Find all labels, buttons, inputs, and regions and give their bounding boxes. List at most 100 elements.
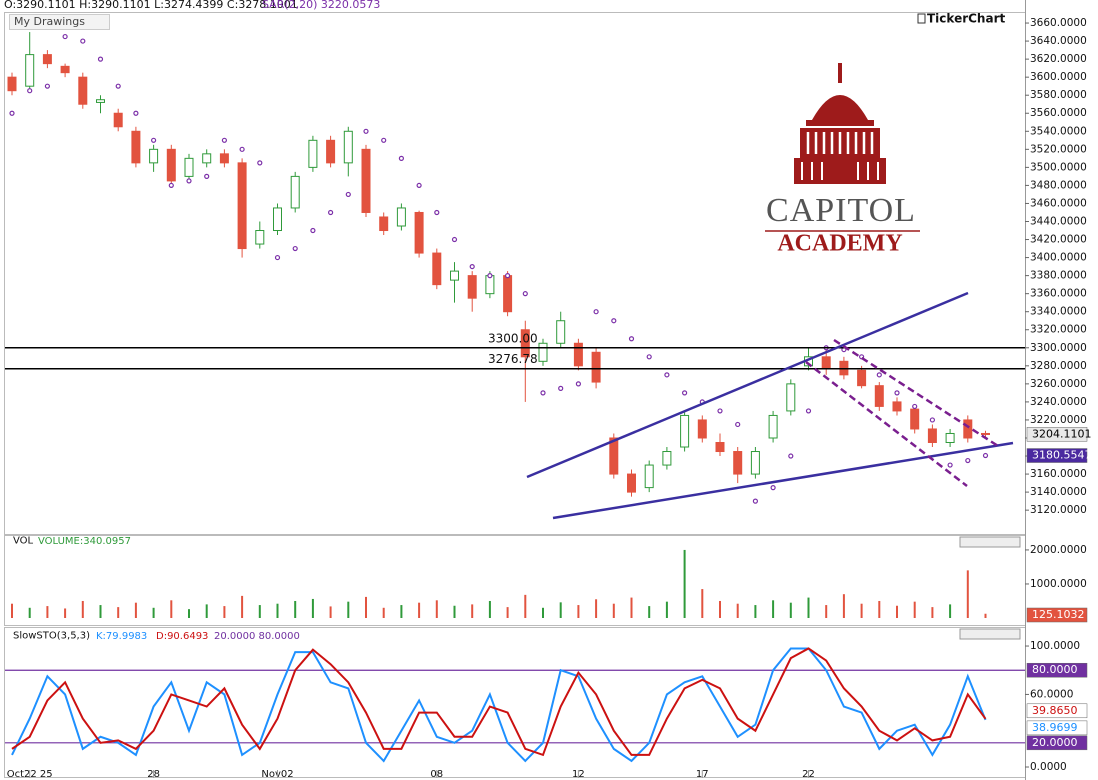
y-tick-label: 3540.0000 (1030, 125, 1087, 137)
value-badge-label: 80.0000 (1032, 663, 1078, 676)
candle-body (768, 414, 778, 439)
volume-bar (772, 600, 775, 618)
logo-line2: ACADEMY (777, 231, 902, 257)
drawings (526, 291, 1014, 520)
y-tick-label: 3240.0000 (1030, 396, 1087, 408)
volume-bar (860, 603, 863, 618)
volume-bar (188, 609, 190, 618)
sar-dot (735, 421, 741, 428)
value-badge (1026, 448, 1088, 463)
sar-dot (186, 178, 192, 184)
volume-bar (542, 607, 544, 618)
volume-bar (736, 603, 739, 618)
candle-body (361, 148, 371, 213)
marks: 3120.00003140.00003160.00003180.00003200… (5, 17, 1087, 780)
candle-body (892, 401, 902, 412)
y-tick-label: 3160.0000 (1030, 468, 1087, 480)
legend-entry: K:79.9983 (96, 631, 147, 642)
candle-body (60, 65, 70, 74)
volume-bar (825, 605, 828, 618)
volume-bar (648, 606, 651, 618)
sar-dot (204, 173, 210, 179)
volume-panel-buttons[interactable] (959, 536, 1021, 548)
logo-spire (838, 63, 842, 83)
y-tick-label: 3260.0000 (1030, 378, 1087, 390)
sar-dot (646, 354, 652, 360)
volume-bar (117, 607, 120, 618)
candle-body (609, 437, 619, 475)
sar-dot (681, 390, 688, 396)
brand: TickerChart (927, 12, 1005, 26)
logo-band (806, 120, 874, 126)
sar-dot (133, 110, 139, 116)
stochastic-panel-buttons[interactable] (959, 628, 1021, 640)
candle-body (821, 356, 831, 369)
volume-bar (612, 603, 615, 618)
volume-bar (488, 600, 491, 618)
y-tick-label: 3660.0000 (1030, 17, 1087, 29)
y-tick-label: 3220.0000 (1030, 414, 1087, 426)
y-tick-label: 2000.0000 (1030, 544, 1087, 556)
sar-dot (345, 191, 351, 198)
candle-body (131, 130, 141, 164)
candle-body (184, 157, 194, 177)
value-badge-label: 3180.5547 (1032, 449, 1092, 462)
y-tick-label: 0.0000 (1030, 761, 1067, 773)
volume-bar (241, 595, 244, 618)
y-tick-label: 3580.0000 (1030, 89, 1087, 101)
value-badge (1026, 720, 1088, 736)
candle-body (343, 130, 353, 164)
volume-bar (99, 605, 102, 618)
volume-bar (365, 596, 367, 618)
volume-bar (754, 605, 757, 618)
sar-dot (540, 390, 546, 396)
candle-body (963, 419, 973, 439)
volume-bar (453, 605, 456, 618)
sar-dot (611, 318, 617, 324)
sar-dot (363, 128, 369, 134)
volume-bar (134, 602, 137, 618)
volume-bar (807, 597, 810, 618)
sar-dot (982, 452, 989, 459)
candle-body (432, 252, 442, 286)
candle-body (255, 230, 265, 245)
candle-body (290, 175, 300, 209)
candle-body (981, 432, 990, 435)
sar-dot (97, 56, 104, 62)
sar-dot (115, 83, 121, 89)
sar-dot (912, 403, 918, 410)
candle-body (680, 414, 690, 448)
volume-bar (896, 605, 898, 618)
value-badge (1026, 607, 1088, 623)
candle-body (573, 342, 583, 367)
drawings-button[interactable] (9, 14, 110, 30)
candle-body (467, 275, 477, 299)
y-tick-label: 3400.0000 (1030, 252, 1087, 264)
sar-dot (221, 137, 227, 143)
brand-icon (917, 13, 926, 24)
candle-body (715, 442, 725, 453)
candle-body (42, 54, 52, 65)
candle-body (644, 464, 654, 489)
y-tick-label: 3360.0000 (1030, 288, 1087, 300)
y-tick-label: 3520.0000 (1030, 143, 1087, 155)
value-badge-label: 20.0000 (1032, 736, 1078, 749)
drawings-label[interactable]: My Drawings (14, 15, 85, 28)
volume-bar (81, 600, 84, 618)
volume-bar (400, 605, 403, 618)
panel-title: SlowSTO(3,5,3) (13, 631, 90, 642)
value-badge-label: 38.9699 (1032, 721, 1078, 734)
panel-title: VOL (13, 536, 34, 547)
volume-bar (329, 606, 332, 618)
sar-dot (239, 146, 245, 152)
candle-body (379, 216, 389, 232)
volume-bar (524, 594, 527, 618)
y-tick-label: 3380.0000 (1030, 270, 1087, 282)
volume-bar (595, 599, 598, 618)
sar-dot (788, 453, 794, 459)
volume-bar (205, 604, 208, 618)
candle-body (308, 139, 318, 168)
